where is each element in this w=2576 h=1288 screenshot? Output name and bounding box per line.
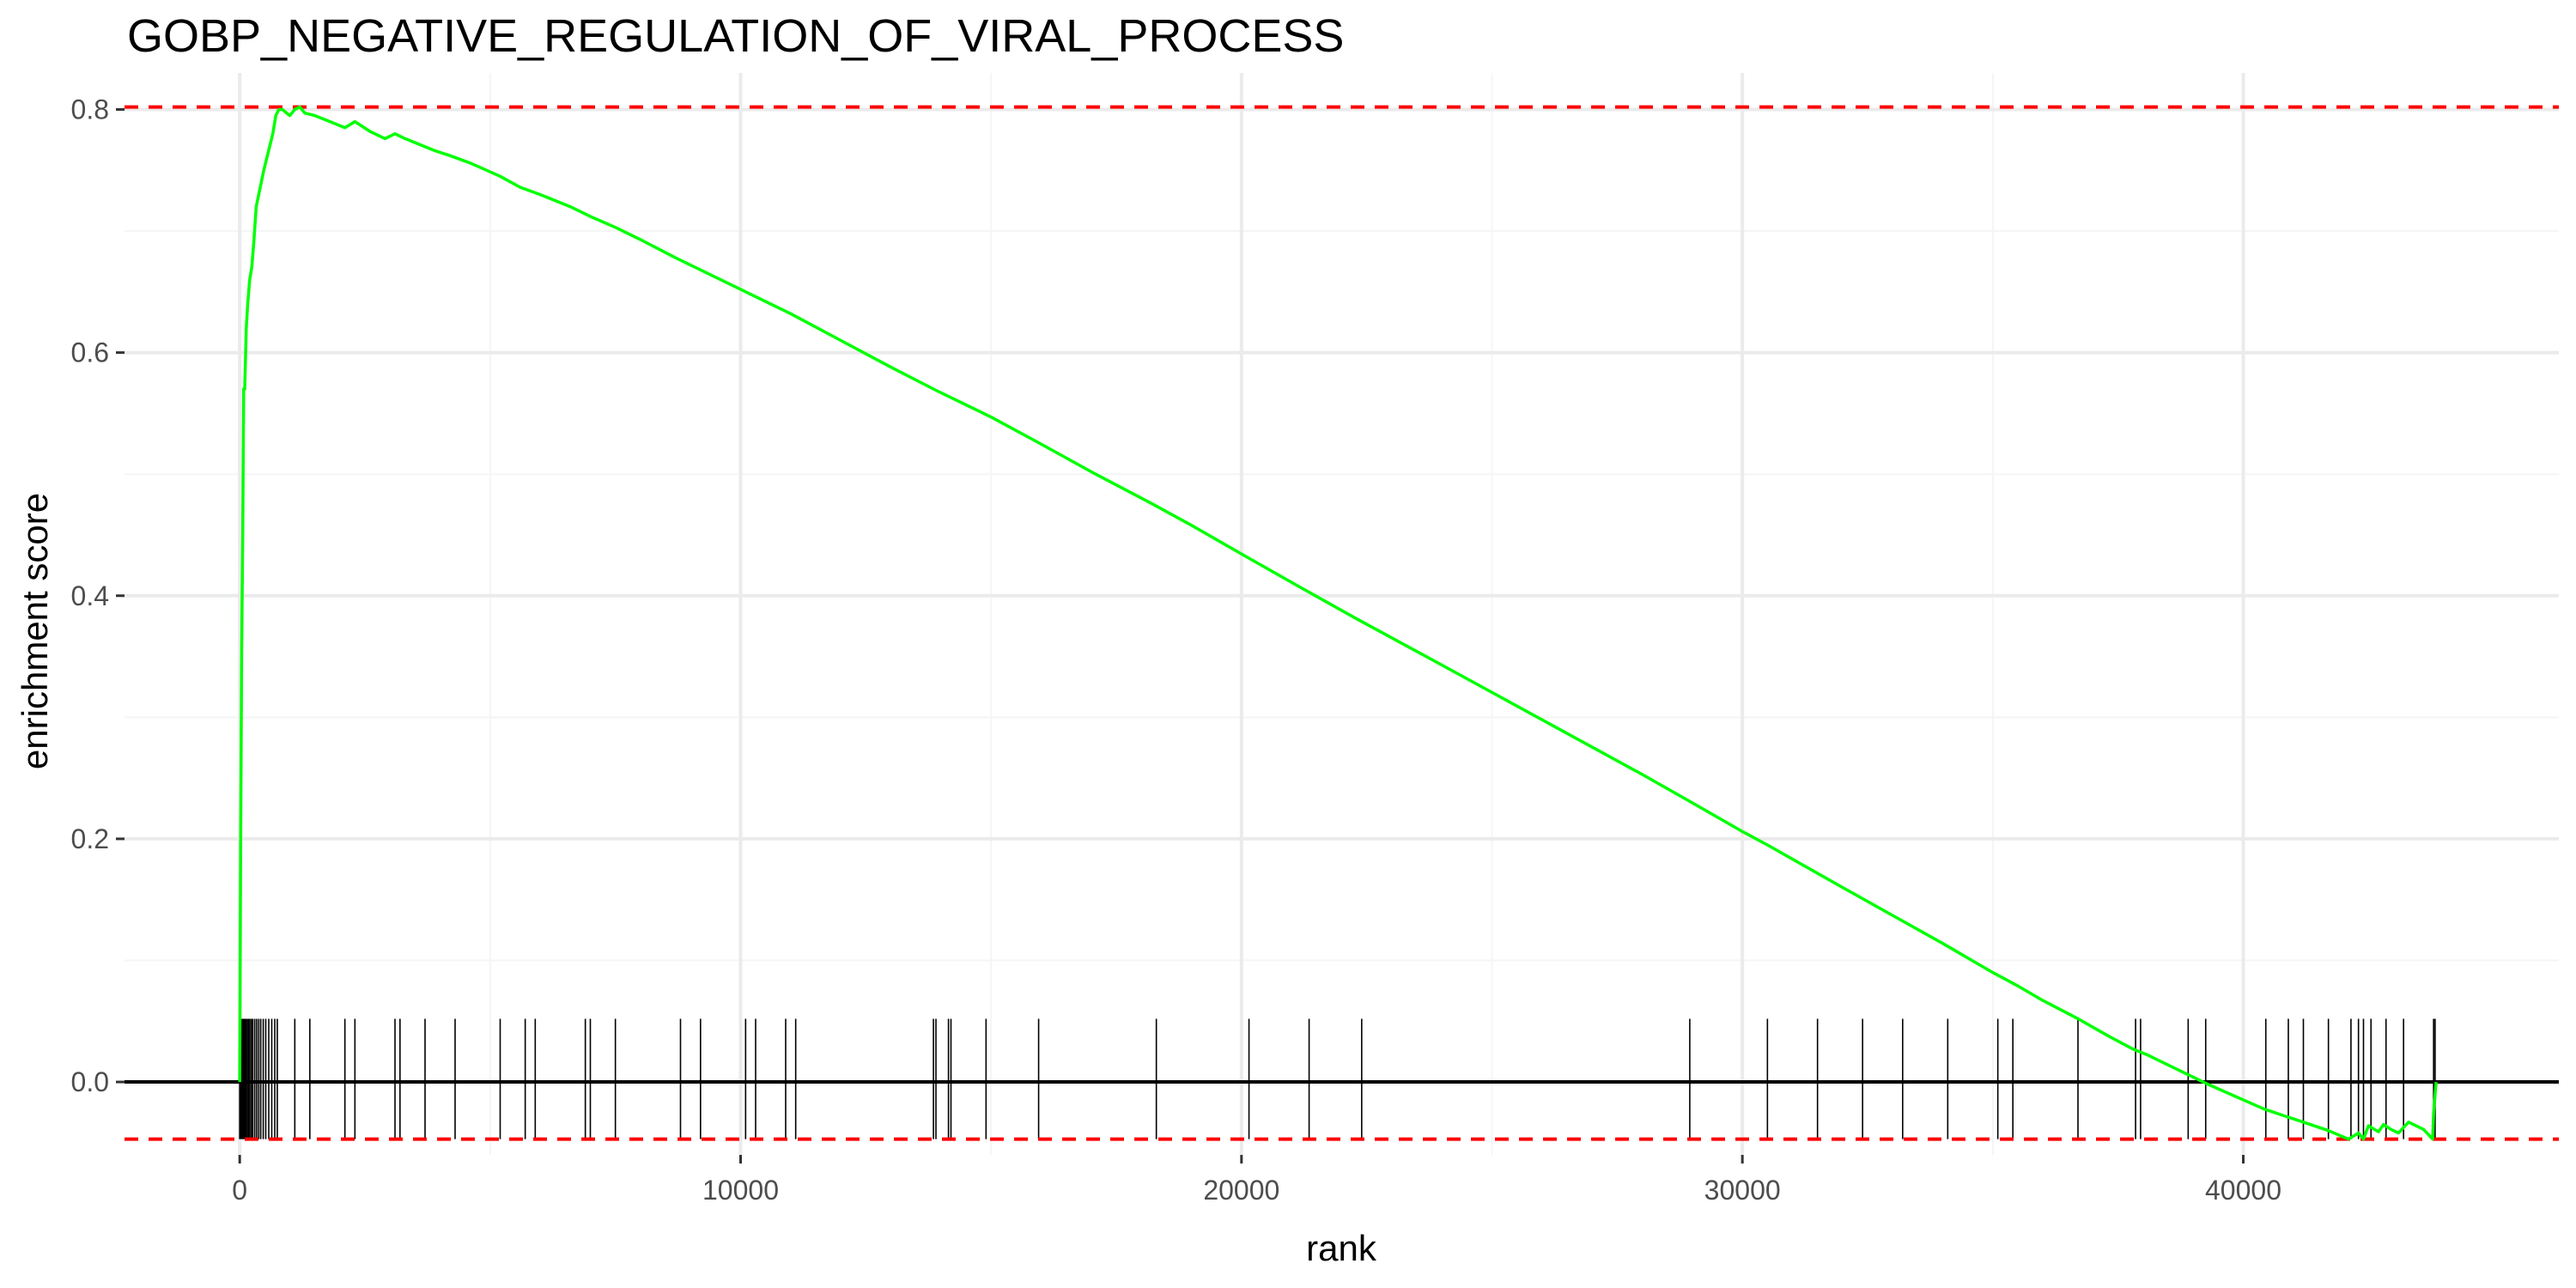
y-axis-ticks: 0.0 0.2 0.4 0.6 0.8: [71, 94, 125, 1097]
x-tick-label: 20000: [1203, 1175, 1279, 1206]
x-axis-title: rank: [1306, 1228, 1377, 1268]
y-tick-label: 0.0: [71, 1066, 109, 1097]
x-tick-label: 40000: [2205, 1175, 2281, 1206]
chart-title: GOBP_NEGATIVE_REGULATION_OF_VIRAL_PROCES…: [127, 10, 1344, 62]
x-tick-label: 10000: [702, 1175, 779, 1206]
enrichment-curve: [238, 105, 2438, 1141]
x-tick-label: 30000: [1704, 1175, 1781, 1206]
y-axis-title: enrichment score: [15, 493, 55, 769]
x-tick-label: 0: [232, 1175, 247, 1206]
y-tick-label: 0.2: [71, 823, 109, 854]
x-axis-ticks: 0 10000 20000 30000 40000: [232, 1155, 2281, 1206]
y-tick-label: 0.4: [71, 580, 109, 611]
grid-minor: [125, 73, 2559, 1155]
y-tick-label: 0.8: [71, 94, 109, 125]
y-tick-label: 0.6: [71, 337, 109, 368]
threshold-lines: [125, 105, 2559, 1141]
